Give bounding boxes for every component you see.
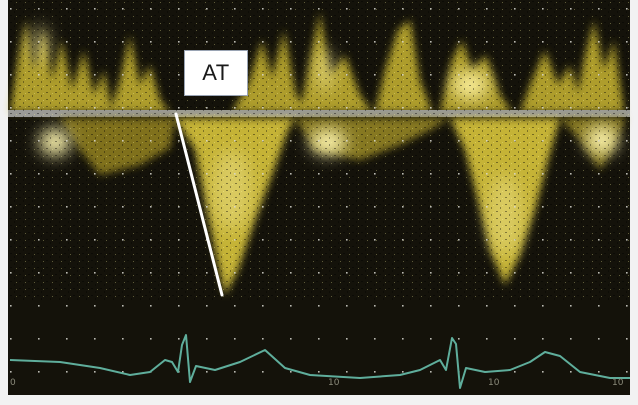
acceleration-time-line (174, 112, 224, 297)
ecg-axis-label: 10 (612, 378, 624, 388)
at-annotation-label: AT (184, 50, 248, 96)
calibration-grid (8, 0, 630, 395)
ecg-axis-label: 10 (328, 378, 340, 388)
ecg-trace (9, 334, 630, 389)
ecg-axis-label: 10 (488, 378, 500, 388)
ecg-axis-label: 0 (10, 378, 16, 388)
